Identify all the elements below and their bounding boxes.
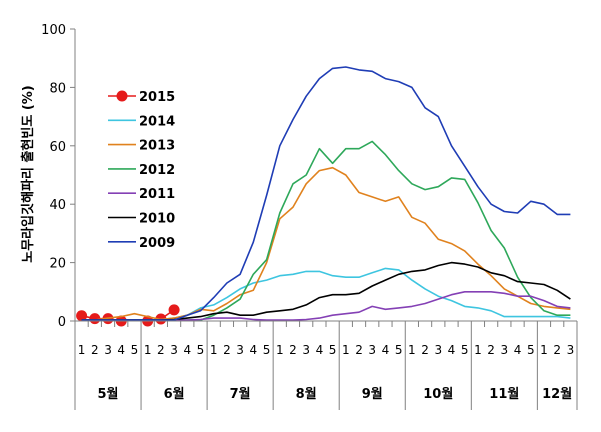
series-line-2014 bbox=[81, 267, 571, 321]
x-week-label: 4 bbox=[382, 343, 390, 357]
x-week-label: 2 bbox=[421, 343, 429, 357]
legend-label-2013: 2013 bbox=[139, 139, 175, 154]
x-week-label: 2 bbox=[289, 343, 297, 357]
x-week-label: 4 bbox=[183, 343, 191, 357]
y-tick-label: 80 bbox=[49, 81, 66, 96]
x-week-label: 5 bbox=[197, 343, 205, 357]
x-week-label: 4 bbox=[117, 343, 125, 357]
legend: 2015 2014 2013 2012 2011 2010 2009 bbox=[108, 90, 175, 251]
legend-label-2011: 2011 bbox=[139, 187, 175, 202]
x-month-label: 8월 bbox=[296, 386, 317, 402]
legend-label-2014: 2014 bbox=[139, 114, 175, 129]
x-week-label: 4 bbox=[250, 343, 258, 357]
x-month-label: 11월 bbox=[489, 386, 519, 402]
series-line-2009 bbox=[81, 66, 571, 321]
x-week-label: 3 bbox=[501, 343, 509, 357]
x-month-label: 5월 bbox=[98, 386, 119, 402]
x-week-label: 2 bbox=[487, 343, 495, 357]
x-month-label: 6월 bbox=[164, 386, 185, 402]
legend-label-2015: 2015 bbox=[139, 90, 175, 105]
x-week-label: 4 bbox=[514, 343, 522, 357]
x-week-label: 2 bbox=[157, 343, 165, 357]
x-month-label: 7월 bbox=[230, 386, 251, 402]
series-point-2015 bbox=[168, 304, 180, 316]
x-month-label: 12월 bbox=[542, 386, 572, 402]
x-week-label: 5 bbox=[527, 343, 535, 357]
x-week-label: 3 bbox=[567, 343, 575, 357]
x-week-label: 2 bbox=[223, 343, 231, 357]
x-week-label: 5 bbox=[461, 343, 469, 357]
x-month-label: 9월 bbox=[362, 386, 383, 402]
x-week-label: 1 bbox=[210, 343, 218, 357]
y-tick-label: 60 bbox=[49, 140, 66, 155]
y-tick-label: 40 bbox=[49, 198, 66, 213]
x-week-label: 1 bbox=[78, 343, 86, 357]
x-week-label: 5 bbox=[329, 343, 337, 357]
series-line-2010 bbox=[81, 261, 571, 321]
x-week-label: 3 bbox=[434, 343, 442, 357]
x-week-label: 3 bbox=[368, 343, 376, 357]
x-week-label: 3 bbox=[302, 343, 310, 357]
x-week-label: 1 bbox=[342, 343, 350, 357]
x-week-label: 2 bbox=[553, 343, 561, 357]
y-tick-label: 20 bbox=[49, 257, 66, 272]
x-week-label: 1 bbox=[408, 343, 416, 357]
y-tick-label: 0 bbox=[58, 315, 66, 330]
legend-label-2009: 2009 bbox=[139, 236, 175, 251]
x-week-label: 4 bbox=[448, 343, 456, 357]
x-week-label: 1 bbox=[276, 343, 284, 357]
x-week-label: 2 bbox=[91, 343, 99, 357]
x-week-label: 5 bbox=[263, 343, 271, 357]
x-week-label: 2 bbox=[355, 343, 363, 357]
x-month-label: 10월 bbox=[423, 386, 453, 402]
y-tick-label: 100 bbox=[41, 23, 66, 38]
series-point-2015 bbox=[89, 313, 101, 325]
legend-label-2010: 2010 bbox=[139, 212, 175, 227]
x-week-label: 1 bbox=[540, 343, 548, 357]
x-week-label: 3 bbox=[236, 343, 244, 357]
legend-marker-2015 bbox=[116, 90, 128, 102]
x-week-label: 3 bbox=[104, 343, 112, 357]
x-week-label: 5 bbox=[131, 343, 139, 357]
y-axis-label: 노무라입깃해파리 출현빈도 (%) bbox=[20, 85, 36, 262]
x-week-label: 3 bbox=[170, 343, 178, 357]
series-point-2015 bbox=[76, 310, 88, 322]
x-week-label: 1 bbox=[144, 343, 152, 357]
legend-label-2012: 2012 bbox=[139, 163, 175, 178]
x-week-label: 4 bbox=[316, 343, 324, 357]
x-week-label: 5 bbox=[395, 343, 403, 357]
x-week-label: 1 bbox=[474, 343, 482, 357]
